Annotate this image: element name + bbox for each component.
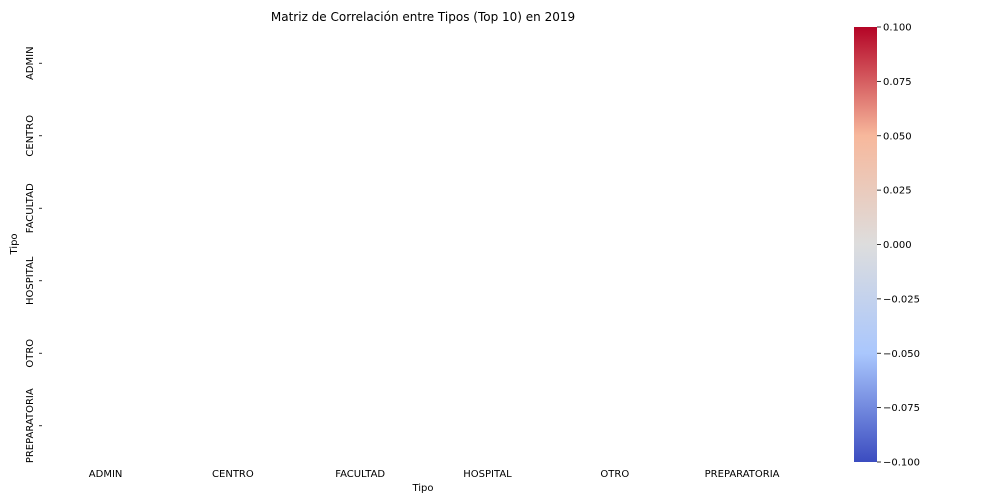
heatmap-cell <box>42 317 169 390</box>
chart-title: Matriz de Correlación entre Tipos (Top 1… <box>271 10 575 24</box>
heatmap-cell <box>679 27 806 100</box>
x-tick-label: ADMIN <box>89 469 123 480</box>
x-tick-label: OTRO <box>600 469 629 480</box>
heatmap-cell <box>551 317 678 390</box>
colorbar-tick-label: 0.025 <box>883 186 912 197</box>
heatmap-cell <box>42 100 169 173</box>
heatmap-cell <box>551 100 678 173</box>
heatmap-cell <box>679 100 806 173</box>
colorbar-ticks: 0.100 0.075 0.050 0.025 0.000 −0.025 −0.050 −0.… <box>877 23 920 469</box>
heatmap-cell <box>169 27 296 100</box>
colorbar-tick-label: −0.050 <box>883 349 920 360</box>
heatmap-cell <box>679 172 806 245</box>
heatmap-cell <box>297 245 424 318</box>
heatmap-cell <box>424 100 551 173</box>
y-tick-label: ADMIN <box>25 46 36 80</box>
heatmap-cell <box>297 172 424 245</box>
heatmap-cell <box>679 317 806 390</box>
heatmap-cell <box>679 390 806 463</box>
heatmap-cell <box>424 245 551 318</box>
y-tick-label: HOSPITAL <box>25 256 36 305</box>
x-tick-label: FACULTAD <box>335 469 385 480</box>
colorbar-tick-label: −0.075 <box>883 403 920 414</box>
colorbar-tick-label: 0.100 <box>883 23 912 34</box>
y-tick-label: OTRO <box>25 339 36 368</box>
heatmap-cell <box>297 100 424 173</box>
heatmap-cell <box>297 390 424 463</box>
heatmap-cell <box>551 172 678 245</box>
y-tick-label: FACULTAD <box>25 183 36 233</box>
x-axis: ADMIN CENTRO FACULTAD HOSPITAL OTRO PREPARATO… <box>89 469 780 480</box>
heatmap-cell <box>169 100 296 173</box>
x-tick-label: CENTRO <box>212 469 254 480</box>
heatmap-cell <box>169 172 296 245</box>
heatmap-cell <box>169 317 296 390</box>
colorbar-tick-label: 0.075 <box>883 77 912 88</box>
y-tick-label: CENTRO <box>25 115 36 157</box>
colorbar-tick-label: 0.000 <box>883 240 912 251</box>
colorbar: 0.100 0.075 0.050 0.025 0.000 −0.025 −0.050 −0.… <box>854 23 920 469</box>
heatmap-cell <box>297 317 424 390</box>
heatmap-cell <box>424 390 551 463</box>
heatmap-cell <box>551 27 678 100</box>
x-tick-label: PREPARATORIA <box>705 469 780 480</box>
heatmap-cell <box>424 317 551 390</box>
heatmap-cell <box>551 390 678 463</box>
heatmap-cell <box>169 390 296 463</box>
heatmap-cell <box>42 172 169 245</box>
colorbar-tick-label: −0.025 <box>883 294 920 305</box>
y-axis-label: Tipo <box>9 233 20 255</box>
colorbar-gradient <box>854 27 877 462</box>
x-tick-label: HOSPITAL <box>463 469 512 480</box>
y-axis: ADMIN CENTRO FACULTAD HOSPITAL OTRO PREPARATO… <box>25 46 42 463</box>
heatmap-cell <box>297 27 424 100</box>
heatmap-cell <box>679 245 806 318</box>
colorbar-tick-label: −0.100 <box>883 458 920 469</box>
heatmap-cell <box>42 27 169 100</box>
heatmap-cell <box>42 245 169 318</box>
heatmap-cell <box>42 390 169 463</box>
heatmap-cell <box>424 172 551 245</box>
heatmap-cell <box>424 27 551 100</box>
heatmap-cell <box>169 245 296 318</box>
colorbar-tick-label: 0.050 <box>883 131 912 142</box>
x-axis-label: Tipo <box>411 483 433 494</box>
y-tick-label: PREPARATORIA <box>25 388 36 463</box>
heatmap-area <box>42 27 806 462</box>
heatmap-cell <box>551 245 678 318</box>
